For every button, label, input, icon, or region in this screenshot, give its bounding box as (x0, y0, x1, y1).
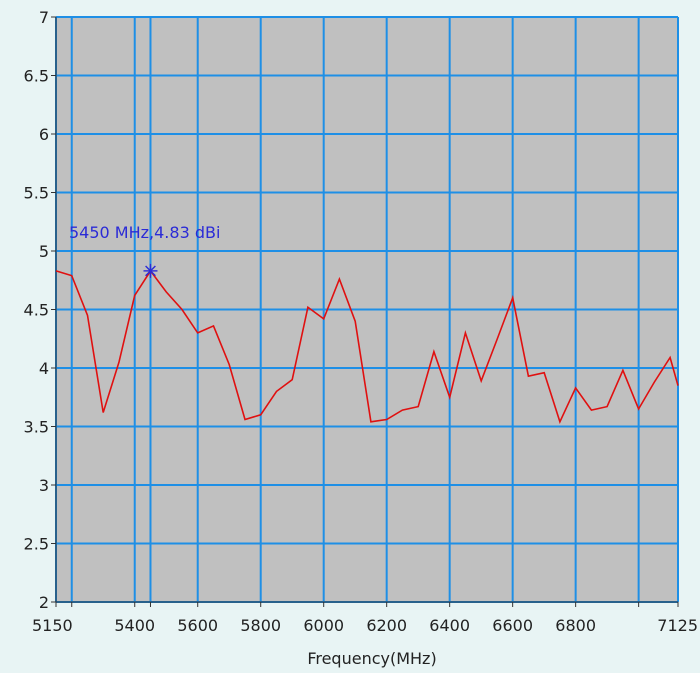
y-tick-label: 7 (39, 8, 49, 27)
gain-series-line (55, 269, 679, 424)
x-tick-label: 5800 (240, 616, 281, 635)
y-tick-label: 2 (39, 593, 49, 612)
x-tick-label: 6600 (492, 616, 533, 635)
y-tick-label: 3.5 (24, 418, 49, 437)
y-tick-label: 4 (39, 359, 49, 378)
y-axis-ticks: 2 2.5 3 3.5 4 4.5 5 5.5 6 6.5 7 (24, 8, 56, 612)
y-tick-label: 6 (39, 125, 49, 144)
x-tick-label: 6200 (366, 616, 407, 635)
x-tick-label: 5150 (32, 616, 73, 635)
peak-annotation: 5450 MHz,4.83 dBi (69, 223, 220, 242)
y-tick-label: 5.5 (24, 184, 49, 203)
x-axis-title: Frequency(MHz) (307, 649, 436, 668)
y-tick-label: 5 (39, 242, 49, 261)
x-tick-label: 7125 (657, 616, 698, 635)
y-tick-label: 4.5 (24, 301, 49, 320)
x-tick-label: 5400 (114, 616, 155, 635)
peak-marker-asterisk-icon (143, 263, 158, 278)
x-tick-label: 6000 (303, 616, 344, 635)
y-tick-label: 2.5 (24, 535, 49, 554)
x-tick-label: 6400 (429, 616, 470, 635)
y-tick-label: 6.5 (24, 67, 49, 86)
x-axis-ticks: 5150 5400 5600 5800 6000 6200 6400 6600 6800 7125 (32, 602, 698, 635)
x-tick-label: 6800 (555, 616, 596, 635)
y-tick-label: 3 (39, 476, 49, 495)
x-tick-label: 5600 (177, 616, 218, 635)
